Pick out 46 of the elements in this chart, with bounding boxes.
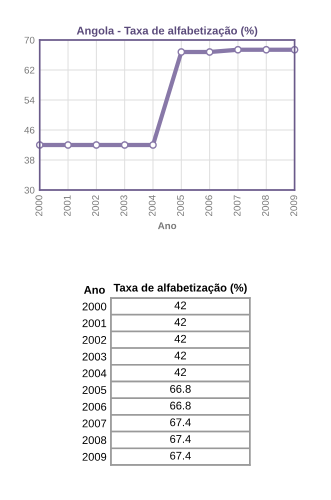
data-label: 42 [174,301,186,310]
point [64,141,72,149]
data-label: 66.8 [170,384,191,393]
point [177,48,186,56]
data-label: 42 [174,368,186,376]
x-tick-label: 2005 [177,195,184,216]
x-tick-label: 2006 [205,195,212,216]
y-tick-label: 2000 [82,302,106,310]
x-axis-title: Ano [158,222,176,230]
point [206,48,214,56]
y-tick-label: 2009 [82,452,106,461]
y-tick-label: 38 [24,156,34,164]
y-tick-label: 46 [24,126,34,134]
y-tick-label: 2008 [82,436,106,444]
data-label: 66.8 [170,402,191,410]
x-tick-label: 2008 [262,195,269,216]
data-label: 42 [174,318,186,326]
data-label: 67.4 [170,452,191,460]
y-tick-label: 2001 [82,319,106,328]
y-tick-label: 70 [24,36,34,44]
x-tick-label: 2001 [64,195,71,216]
y-tick-label: 2003 [82,352,106,361]
x-tick-label: 2003 [120,195,128,216]
y-tick-label: 2004 [82,369,106,378]
data-label: 42 [174,334,186,343]
data-label: 67.4 [170,435,191,443]
y-tick-label: 62 [24,66,34,74]
point [234,46,242,54]
y-axis-title: Ano [84,286,105,294]
point [92,141,100,149]
y-tick-label: 2006 [82,402,106,411]
x-tick-label: 2009 [290,195,298,216]
x-tick-label: 2004 [148,195,156,216]
chart-title: Angola - Taxa de alfabetização (%) [76,26,258,37]
y-tick-label: 2007 [82,420,106,428]
y-tick-label: 2002 [82,336,106,344]
x-tick-label: Taxa de alfabetização (%) [114,283,247,294]
y-tick-label: 30 [24,186,34,194]
y-tick-label: 2005 [82,386,106,394]
point [120,141,128,149]
data-label: 42 [174,352,186,360]
data-label: 67.4 [170,418,191,426]
point [262,46,270,54]
y-tick-label: 54 [24,96,35,104]
point [149,141,157,149]
x-tick-label: 2007 [234,195,241,216]
